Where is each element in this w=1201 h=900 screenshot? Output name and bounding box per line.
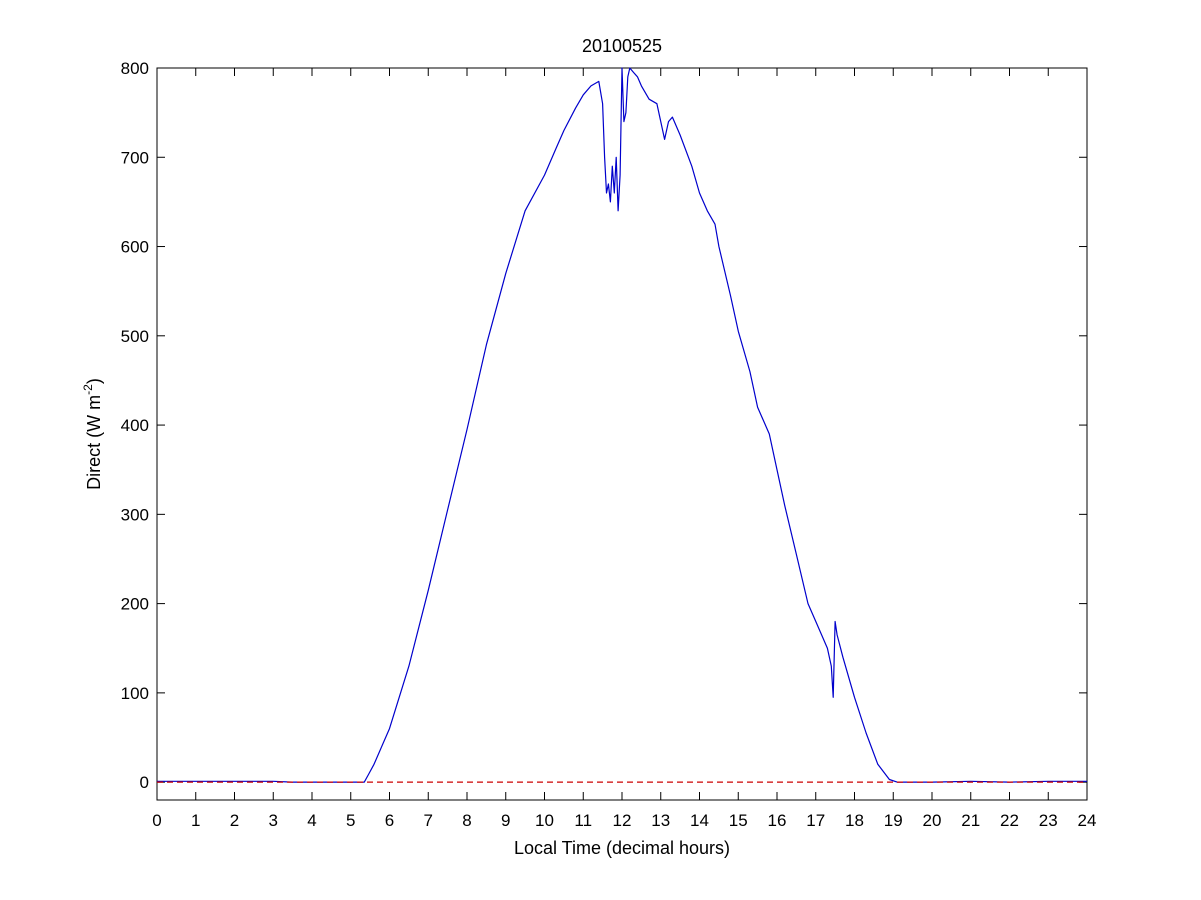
y-tick-label: 800	[121, 59, 149, 78]
x-tick-label: 3	[269, 811, 278, 830]
x-tick-label: 1	[191, 811, 200, 830]
x-tick-label: 23	[1039, 811, 1058, 830]
y-axis-label-superscript: -2	[81, 384, 95, 395]
x-tick-label: 21	[961, 811, 980, 830]
direct-irradiance-line	[157, 67, 1087, 783]
y-tick-label: 500	[121, 327, 149, 346]
series-layer	[157, 67, 1087, 783]
y-tick-label: 400	[121, 416, 149, 435]
x-tick-label: 5	[346, 811, 355, 830]
y-axis-label: Direct (W m-2)	[81, 378, 104, 490]
y-tick-label: 700	[121, 148, 149, 167]
y-axis-label-main: Direct (W m	[84, 395, 104, 490]
x-tick-label: 24	[1078, 811, 1097, 830]
x-tick-label: 10	[535, 811, 554, 830]
x-tick-label: 0	[152, 811, 161, 830]
x-tick-label: 16	[768, 811, 787, 830]
x-tick-label: 12	[613, 811, 632, 830]
x-tick-label: 20	[923, 811, 942, 830]
x-tick-label: 19	[884, 811, 903, 830]
x-axis-label: Local Time (decimal hours)	[514, 838, 730, 858]
x-tick-label: 13	[651, 811, 670, 830]
x-tick-label: 11	[574, 811, 592, 830]
y-tick-label: 100	[121, 684, 149, 703]
x-tick-label: 7	[424, 811, 433, 830]
plot-area-frame	[156, 67, 1088, 801]
x-tick-label: 22	[1000, 811, 1019, 830]
y-tick-label: 600	[121, 238, 149, 257]
chart-title: 20100525	[582, 36, 662, 56]
x-tick-label: 8	[462, 811, 471, 830]
x-tick-label: 14	[690, 811, 709, 830]
x-tick-label: 4	[307, 811, 316, 830]
x-tick-label: 2	[230, 811, 239, 830]
y-axis-label-close: )	[84, 378, 104, 384]
y-tick-label: 0	[140, 773, 149, 792]
x-tick-label: 18	[845, 811, 864, 830]
x-tick-label: 17	[806, 811, 825, 830]
x-tick-label: 6	[385, 811, 394, 830]
axis-ticks: 0 1 2 3 4 5 6 7 8 9 10 11 12 13 14 15 16 17 18 19 20 21 22 23 24…	[121, 59, 1097, 830]
x-tick-label: 15	[729, 811, 748, 830]
y-tick-label: 200	[121, 595, 149, 614]
x-tick-label: 9	[501, 811, 510, 830]
y-tick-label: 300	[121, 505, 149, 524]
